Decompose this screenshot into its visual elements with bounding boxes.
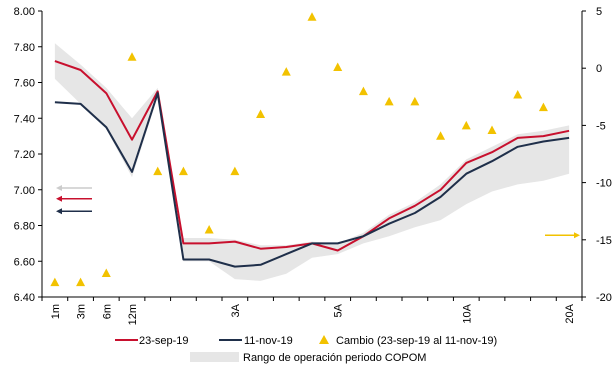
y-left-tick-label: 8.00 [14, 6, 35, 18]
cambio-marker [487, 125, 497, 134]
y-left-tick-label: 7.00 [14, 185, 35, 197]
legend-label-11nov: 11-nov-19 [244, 335, 293, 347]
cambio-marker [127, 52, 137, 61]
y-left-tick-label: 7.40 [14, 113, 35, 125]
y-right-tick-label: -15 [596, 235, 612, 247]
cambio-marker [436, 131, 446, 140]
rango-arrow-left [56, 184, 92, 191]
cambio-marker [410, 96, 420, 106]
cambio-arrow-right [545, 232, 580, 239]
y-right-tick-label: -20 [596, 292, 612, 304]
cambio-marker [358, 86, 368, 96]
y-left-tick-label: 6.60 [14, 256, 35, 268]
y-right-ticks: -20 -15 -10 -5 0 5 [582, 6, 612, 304]
y-left-tick-label: 7.80 [14, 42, 35, 54]
level-arrows [56, 184, 580, 239]
legend: 23-sep-19 11-nov-19 Cambio (23-sep-19 al… [115, 335, 497, 364]
y-right-tick-label: 5 [596, 6, 602, 18]
cambio-marker [333, 62, 343, 72]
cambio-marker [281, 67, 291, 76]
cambio-marker [76, 277, 86, 287]
cambio-marker [153, 166, 163, 176]
cambio-marker [461, 120, 471, 130]
legend-swatch-cambio [319, 335, 329, 344]
cambio-marker [256, 109, 266, 118]
y-left-tick-label: 7.60 [14, 78, 35, 90]
x-tick-label: 6m [101, 304, 113, 319]
cambio-marker [204, 225, 214, 234]
cambio-marker [101, 268, 111, 277]
y-left-tick-label: 6.80 [14, 221, 35, 233]
x-tick-label: 20A [564, 303, 576, 323]
y-left-tick-label: 7.20 [14, 149, 35, 161]
y-left-tick-label: 6.40 [14, 292, 35, 304]
y-left-ticks: 6.40 6.60 6.80 7.00 7.20 7.40 7.60 7.80 8.00 [14, 6, 42, 304]
cambio-markers [50, 12, 548, 287]
cambio-marker [384, 96, 394, 106]
series-line-11nov [54, 92, 570, 268]
legend-label-23sep: 23-sep-19 [139, 335, 189, 347]
x-tick-label: 3m [76, 304, 88, 319]
series-lines [54, 60, 570, 268]
y-right-tick-label: -5 [596, 120, 606, 132]
23-sep-arrow-left [56, 195, 92, 202]
cambio-marker [230, 166, 240, 176]
cambio-marker [513, 90, 523, 99]
x-tick-label: 1m [50, 304, 62, 319]
x-ticks: 1m3m6m12m3A5A10A20A30A [41, 297, 583, 325]
x-tick-label: 10A [461, 303, 473, 323]
y-right-tick-label: -10 [596, 178, 612, 190]
legend-label-cambio: Cambio (23-sep-19 al 11-nov-19) [336, 335, 497, 347]
11-nov-arrow-left [56, 208, 92, 215]
cambio-marker [178, 166, 188, 176]
cambio-marker [50, 277, 60, 287]
y-right-tick-label: 0 [596, 63, 602, 75]
x-tick-label: 5A [333, 303, 345, 317]
legend-label-rango: Rango de operación periodo COPOM [243, 352, 426, 364]
x-tick-label: 3A [230, 303, 242, 317]
x-tick-label: 12m [127, 304, 139, 325]
cambio-marker [307, 12, 317, 21]
cambio-marker [538, 102, 548, 112]
legend-swatch-rango [190, 352, 239, 362]
